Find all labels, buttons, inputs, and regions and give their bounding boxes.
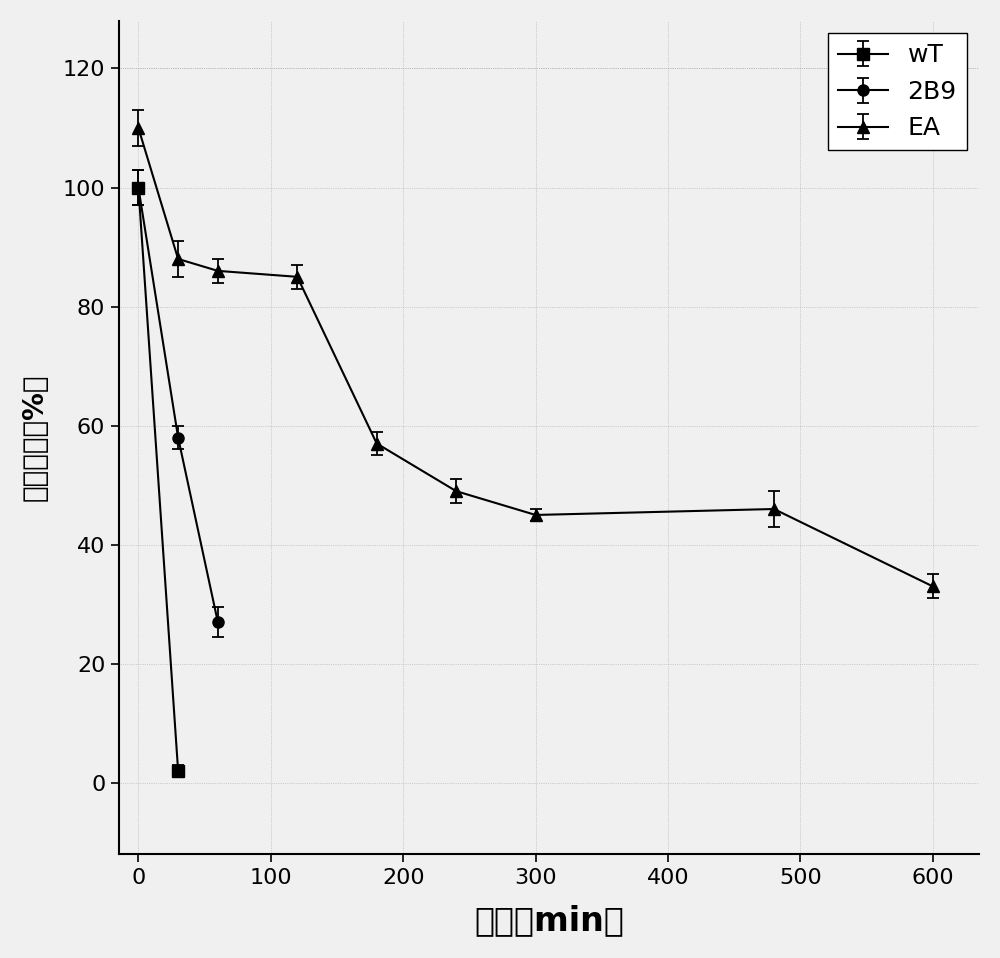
X-axis label: 时间（min）: 时间（min） — [474, 904, 624, 937]
Y-axis label: 残余酶活（%）: 残余酶活（%） — [21, 374, 49, 501]
Legend: wT, 2B9, EA: wT, 2B9, EA — [828, 34, 967, 150]
